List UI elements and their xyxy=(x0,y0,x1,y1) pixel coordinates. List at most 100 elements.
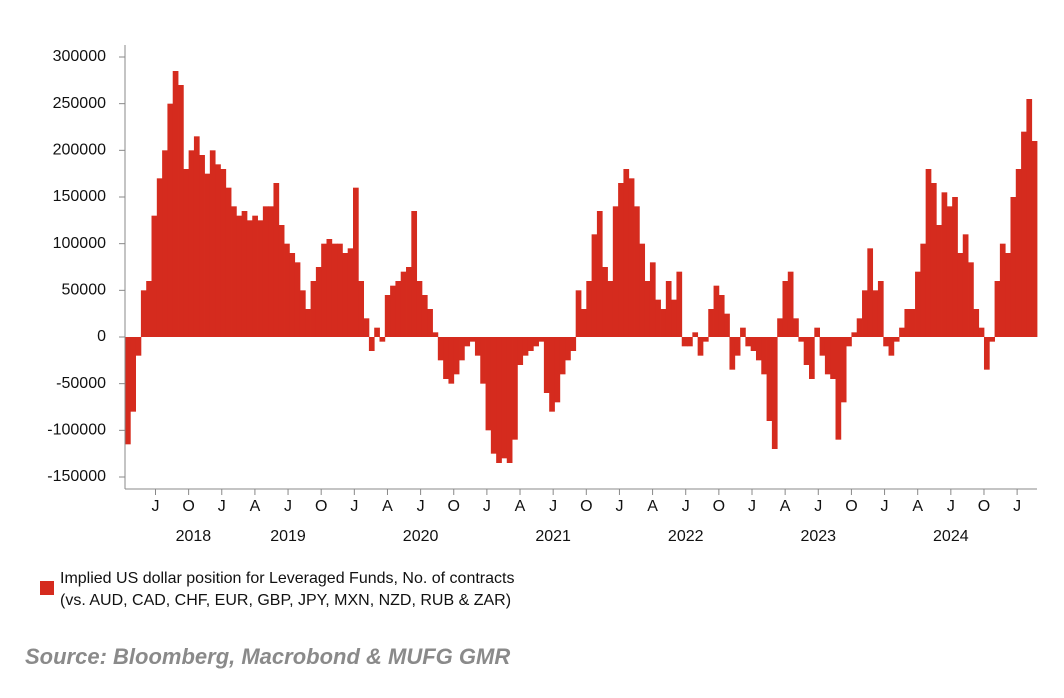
legend-swatch xyxy=(40,581,54,595)
bar xyxy=(1026,99,1033,337)
bar xyxy=(612,206,619,337)
bar xyxy=(193,136,200,337)
bar xyxy=(581,309,587,337)
bar xyxy=(443,337,449,379)
x-tick-label: J xyxy=(881,498,889,515)
bar xyxy=(596,211,603,337)
y-tick-label: 300000 xyxy=(53,48,106,65)
x-tick-label: J xyxy=(682,498,690,515)
x-tick-label: J xyxy=(549,498,557,515)
bar xyxy=(904,309,911,337)
bar xyxy=(761,337,767,375)
x-tick-label: O xyxy=(845,498,857,515)
y-tick-label: 100000 xyxy=(53,235,106,252)
bar xyxy=(172,71,179,337)
bar xyxy=(125,337,131,445)
bar xyxy=(501,337,508,459)
bar xyxy=(1015,169,1022,337)
x-tick-label: O xyxy=(713,498,725,515)
bar xyxy=(750,337,757,351)
bar xyxy=(713,285,720,337)
y-tick-label: 150000 xyxy=(53,188,106,205)
bar xyxy=(204,173,211,337)
bar xyxy=(565,337,571,361)
bar xyxy=(989,337,995,342)
bar xyxy=(199,155,205,337)
bar xyxy=(183,169,190,337)
bar xyxy=(437,337,444,361)
y-tick-label: -50000 xyxy=(56,375,106,392)
bar xyxy=(384,295,391,337)
bar xyxy=(464,337,471,347)
bar xyxy=(787,271,794,337)
year-label: 2023 xyxy=(800,528,836,545)
bar xyxy=(957,253,964,337)
bar xyxy=(347,248,354,337)
x-tick-label: J xyxy=(748,498,756,515)
bar xyxy=(782,281,789,337)
bar xyxy=(649,262,656,337)
bar xyxy=(167,103,174,338)
bar xyxy=(278,225,285,337)
bar xyxy=(151,215,158,337)
bar xyxy=(178,85,184,337)
bar xyxy=(968,262,974,337)
bar xyxy=(273,183,280,337)
legend-label: (vs. AUD, CAD, CHF, EUR, GBP, JPY, MXN, … xyxy=(60,592,511,609)
x-tick-label: A xyxy=(250,498,261,515)
bar xyxy=(946,206,953,337)
y-tick-label: 50000 xyxy=(62,282,107,299)
bar xyxy=(893,337,900,342)
x-tick-label: J xyxy=(814,498,822,515)
bar xyxy=(162,150,168,337)
bar xyxy=(188,150,195,337)
x-tick-label: A xyxy=(382,498,393,515)
bar xyxy=(140,290,147,337)
bar xyxy=(342,253,349,337)
bar xyxy=(936,225,942,337)
bar xyxy=(480,337,486,384)
bar xyxy=(363,318,370,337)
bar xyxy=(708,309,714,337)
bar xyxy=(660,309,667,337)
bar xyxy=(390,285,396,337)
bar xyxy=(543,337,550,393)
legend-label: Implied US dollar position for Leveraged… xyxy=(60,570,514,587)
x-tick-label: A xyxy=(647,498,658,515)
bar xyxy=(268,206,274,337)
bar xyxy=(146,281,152,337)
bar xyxy=(883,337,889,347)
bar xyxy=(570,337,577,351)
bar xyxy=(257,220,264,337)
bar xyxy=(724,313,730,337)
bar xyxy=(777,318,783,337)
x-tick-label: O xyxy=(448,498,460,515)
bar xyxy=(1005,253,1011,337)
bar xyxy=(803,337,810,365)
bar xyxy=(952,197,958,337)
bar xyxy=(215,164,221,337)
bar xyxy=(814,327,821,337)
bar xyxy=(740,327,746,337)
bar xyxy=(538,337,545,342)
bar xyxy=(506,337,513,463)
bar xyxy=(681,337,688,347)
bar xyxy=(676,271,683,337)
x-tick-label: O xyxy=(978,498,990,515)
bar xyxy=(994,281,1001,337)
bar xyxy=(835,337,842,440)
bar xyxy=(246,220,253,337)
bar xyxy=(771,337,778,449)
bar xyxy=(930,183,937,337)
bar xyxy=(671,299,677,337)
bar xyxy=(628,178,635,337)
bar xyxy=(310,281,317,337)
bar xyxy=(512,337,518,440)
year-label: 2018 xyxy=(176,528,212,545)
bar xyxy=(925,169,932,337)
x-tick-label: A xyxy=(515,498,526,515)
bar xyxy=(755,337,762,361)
bar xyxy=(305,309,311,337)
bar xyxy=(549,337,555,412)
